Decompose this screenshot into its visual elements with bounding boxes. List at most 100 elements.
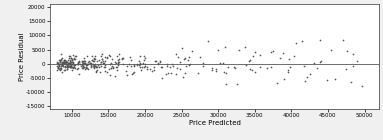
Point <box>187 63 193 65</box>
Point <box>220 62 226 64</box>
Point <box>54 69 61 71</box>
Point <box>93 66 100 68</box>
X-axis label: Price Predicted: Price Predicted <box>188 120 241 126</box>
Point <box>246 68 252 71</box>
Point <box>81 63 87 65</box>
Point <box>159 66 165 68</box>
Point <box>155 63 161 65</box>
Point <box>281 78 287 80</box>
Point <box>84 55 90 57</box>
Point <box>65 59 72 62</box>
Point <box>115 62 121 64</box>
Point <box>169 63 175 65</box>
Point <box>318 60 324 62</box>
Point <box>80 66 86 68</box>
Point <box>61 62 67 64</box>
Point <box>147 68 154 70</box>
Point <box>64 65 70 67</box>
Point <box>55 62 61 64</box>
Point <box>218 61 224 64</box>
Point <box>82 68 88 70</box>
Point <box>61 58 67 61</box>
Point <box>95 66 101 68</box>
Point <box>340 39 346 41</box>
Point <box>88 62 94 65</box>
Point <box>97 63 103 65</box>
Point <box>277 57 283 59</box>
Point <box>112 61 118 63</box>
Point <box>54 62 61 64</box>
Point <box>81 57 87 59</box>
Point <box>75 62 81 65</box>
Y-axis label: Price Residual: Price Residual <box>19 32 25 81</box>
Point <box>60 61 66 63</box>
Point <box>174 67 180 69</box>
Point <box>79 61 85 63</box>
Point <box>68 65 74 67</box>
Point <box>68 57 74 60</box>
Point <box>115 59 121 61</box>
Point <box>137 54 143 57</box>
Point <box>59 62 65 64</box>
Point <box>243 64 249 66</box>
Point <box>80 65 87 67</box>
Point <box>134 64 140 66</box>
Point <box>76 60 82 62</box>
Point <box>159 77 165 79</box>
Point <box>106 74 113 76</box>
Point <box>153 60 159 62</box>
Point <box>64 61 70 64</box>
Point <box>66 62 72 65</box>
Point <box>82 61 88 64</box>
Point <box>119 58 125 60</box>
Point <box>64 68 70 70</box>
Point <box>60 62 66 64</box>
Point <box>112 75 118 78</box>
Point <box>58 67 64 69</box>
Point <box>74 55 80 57</box>
Point <box>67 66 73 68</box>
Point <box>88 65 94 67</box>
Point <box>358 85 365 88</box>
Point <box>116 58 123 60</box>
Point <box>332 78 339 80</box>
Point <box>55 61 61 64</box>
Point <box>65 62 71 65</box>
Point <box>85 60 92 63</box>
Point <box>246 60 252 62</box>
Point <box>157 60 164 63</box>
Point <box>91 60 97 62</box>
Point <box>77 62 83 65</box>
Point <box>285 71 291 73</box>
Point <box>80 63 86 65</box>
Point <box>167 66 173 68</box>
Point <box>98 55 104 57</box>
Point <box>139 66 145 69</box>
Point <box>84 67 90 69</box>
Point <box>58 59 64 61</box>
Point <box>108 67 114 69</box>
Point <box>81 66 87 68</box>
Point <box>62 66 68 68</box>
Point <box>66 65 72 67</box>
Point <box>71 64 77 66</box>
Point <box>58 68 64 70</box>
Point <box>84 63 90 66</box>
Point <box>68 57 74 59</box>
Point <box>197 56 203 59</box>
Point <box>57 69 63 71</box>
Point <box>55 63 61 65</box>
Point <box>108 66 114 69</box>
Point <box>83 64 89 66</box>
Point <box>70 66 76 68</box>
Point <box>113 62 119 65</box>
Point <box>141 66 147 68</box>
Point <box>106 68 113 70</box>
Point <box>102 63 108 66</box>
Point <box>89 59 95 61</box>
Point <box>177 68 183 70</box>
Point <box>136 64 142 66</box>
Point <box>67 55 73 57</box>
Point <box>91 58 97 60</box>
Point <box>61 61 67 63</box>
